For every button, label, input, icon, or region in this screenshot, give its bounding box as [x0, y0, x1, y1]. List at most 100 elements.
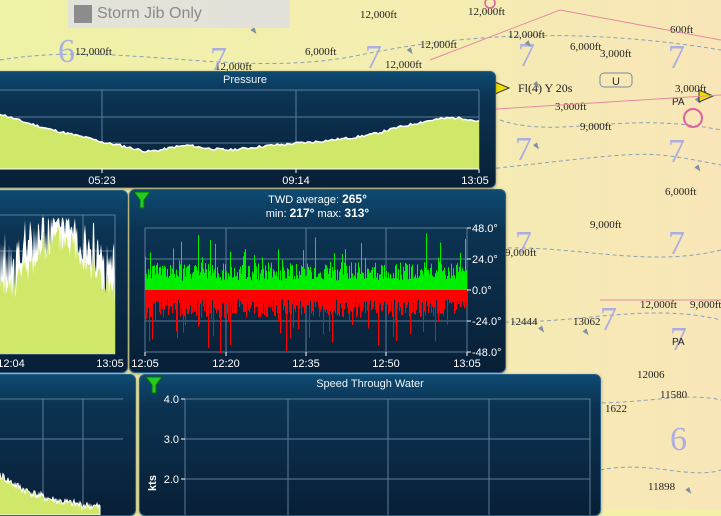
- twd-bar-up: [318, 273, 319, 290]
- twd-bar-down: [385, 290, 386, 316]
- twd-bar-down: [192, 290, 193, 313]
- twd-bar-down: [334, 290, 335, 311]
- twd-bar-down: [448, 290, 449, 300]
- twd-bar-down: [230, 290, 231, 345]
- twd-bar-down: [433, 290, 434, 317]
- twd-bar-down: [275, 290, 276, 317]
- bottom-left-panel[interactable]: [0, 374, 136, 516]
- x-tick-label: 12:50: [372, 358, 400, 370]
- twd-bar-up: [416, 278, 417, 290]
- twd-bar-up: [465, 239, 466, 290]
- twd-bar-down: [351, 290, 352, 312]
- twd-bar-up: [337, 269, 338, 290]
- twd-bar-down: [194, 290, 195, 312]
- depth-label: 12006: [637, 369, 665, 381]
- twd-bar-up: [272, 277, 273, 290]
- left-histogram-panel[interactable]: 12:04 13:05: [0, 190, 128, 373]
- stw-title: Speed Through Water: [316, 378, 424, 390]
- twd-bar-down: [420, 290, 421, 318]
- twd-bar-up: [334, 252, 335, 290]
- y-tick-label: -48.0°: [472, 347, 501, 359]
- twd-bar-down: [210, 290, 211, 313]
- depth-label: 12,000ft: [420, 39, 457, 51]
- twd-bar-down: [204, 290, 205, 312]
- twd-bar-up: [397, 278, 398, 290]
- x-tick-label: 12:05: [131, 358, 159, 370]
- twd-bar-up: [248, 266, 249, 290]
- twd-bar-up: [365, 257, 366, 290]
- twd-bar-up: [292, 264, 293, 290]
- twd-bar-up: [264, 278, 265, 290]
- twd-bar-up: [424, 262, 425, 290]
- twd-bar-up: [394, 278, 395, 290]
- twd-bar-up: [243, 256, 244, 290]
- twd-bar-down: [259, 290, 260, 316]
- light-characteristic-label: Fl(4) Y 20s: [518, 81, 573, 95]
- twd-bar-down: [255, 290, 256, 307]
- twd-bar-down: [172, 290, 173, 313]
- twd-bar-down: [287, 290, 288, 315]
- twd-bar-down: [451, 290, 452, 304]
- twd-bar-up: [459, 266, 460, 290]
- twd-bar-down: [288, 290, 289, 300]
- twd-bar-up: [385, 276, 386, 290]
- twd-bar-up: [256, 266, 257, 290]
- twd-bar-down: [168, 290, 169, 316]
- twd-bar-up: [366, 277, 367, 290]
- twd-bar-down: [409, 290, 410, 317]
- twd-bar-down: [196, 290, 197, 316]
- twd-bar-down: [466, 290, 467, 306]
- twd-bar-up: [207, 278, 208, 290]
- twd-bar-down: [404, 290, 405, 303]
- twd-bar-down: [246, 290, 247, 318]
- twd-bar-down: [303, 290, 304, 306]
- twd-bar-up: [423, 274, 424, 290]
- twd-bar-down: [429, 290, 430, 308]
- twd-bar-up: [411, 266, 412, 290]
- twd-bar-down: [289, 290, 290, 313]
- twd-bar-down: [252, 290, 253, 302]
- twd-bar-up: [339, 271, 340, 290]
- twd-bar-up: [224, 279, 225, 290]
- wind-arrow-icon: [685, 486, 692, 494]
- y-tick-label: 0.0°: [472, 285, 492, 297]
- stw-chart: 4.0 3.0 2.0 kts: [145, 376, 591, 515]
- zone-number: 7: [518, 37, 535, 74]
- twd-bar-up: [358, 262, 359, 290]
- pressure-panel[interactable]: Pressure 05:23 09:14 13:05: [0, 71, 496, 188]
- twd-bar-down: [273, 290, 274, 300]
- pa-label: PA: [672, 337, 685, 348]
- checkbox-icon[interactable]: [74, 5, 92, 23]
- twd-bar-down: [373, 290, 374, 307]
- twd-bar-down: [213, 290, 214, 337]
- stw-panel[interactable]: Speed Through Water 4.0 3.0 2.0 kts: [139, 374, 601, 516]
- twd-bar-up: [164, 265, 165, 290]
- twd-bar-up: [198, 235, 199, 290]
- twd-bar-up: [217, 267, 218, 290]
- twd-bar-down: [256, 290, 257, 307]
- twd-panel[interactable]: TWD average: 265° min: 217° max: 313° 48…: [129, 189, 506, 373]
- twd-bar-down: [300, 290, 301, 301]
- depth-label: 12,000ft: [385, 59, 422, 71]
- twd-bar-up: [245, 249, 246, 290]
- twd-bar-up: [270, 267, 271, 290]
- twd-bar-up: [463, 270, 464, 290]
- twd-bar-up: [391, 278, 392, 290]
- twd-bar-down: [430, 290, 431, 304]
- twd-bar-down: [459, 290, 460, 305]
- twd-bar-down: [445, 290, 446, 302]
- filter-icon: [145, 376, 163, 394]
- twd-bar-down: [315, 290, 316, 308]
- twd-bar-down: [202, 290, 203, 301]
- twd-bar-down: [361, 290, 362, 311]
- storm-jib-toggle[interactable]: Storm Jib Only: [68, 0, 290, 28]
- twd-bar-down: [236, 290, 237, 314]
- twd-bar-down: [153, 290, 154, 302]
- wind-arrow-icon: [538, 325, 545, 333]
- twd-bar-up: [226, 271, 227, 290]
- zone-number: 7: [670, 321, 687, 358]
- wind-arrow-icon: [532, 142, 539, 150]
- twd-bar-down: [338, 290, 339, 314]
- twd-bar-up: [442, 271, 443, 290]
- twd-bar-down: [328, 290, 329, 315]
